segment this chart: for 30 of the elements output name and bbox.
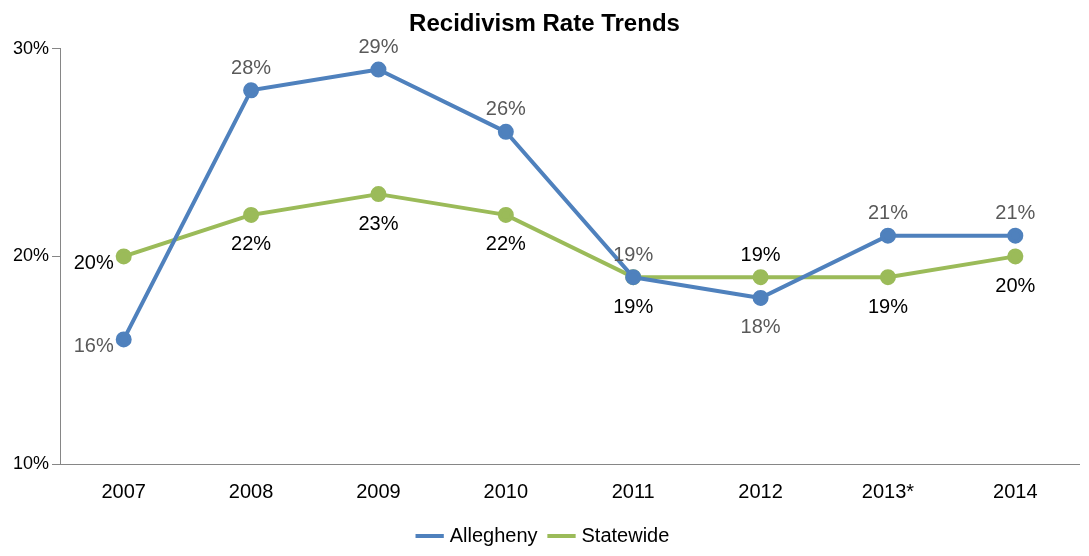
x-tick-label: 2014 <box>993 479 1038 502</box>
legend-label: Allegheny <box>449 523 538 546</box>
x-tick-label: 2007 <box>101 479 146 502</box>
x-tick-label: 2008 <box>228 479 274 502</box>
data-label: 21% <box>995 201 1036 224</box>
data-label: 28% <box>231 55 272 78</box>
data-label: 26% <box>485 97 527 120</box>
x-tick-label: 2011 <box>611 479 655 502</box>
data-label: 19% <box>613 242 654 265</box>
chart-title: Recidivism Rate Trends <box>409 9 680 37</box>
y-tick-label: 20% <box>13 245 50 266</box>
data-label: 21% <box>867 201 909 224</box>
data-label: 18% <box>740 315 781 338</box>
data-label: 20% <box>73 250 114 273</box>
data-label: 19% <box>613 294 654 317</box>
y-tick-label: 30% <box>13 37 50 58</box>
data-label: 29% <box>358 35 399 58</box>
x-tick-label: 2009 <box>356 479 401 502</box>
data-label: 19% <box>740 242 781 265</box>
legend-label: Statewide <box>581 523 670 546</box>
y-tick-label: 10% <box>13 452 50 473</box>
x-tick-label: 2013* <box>861 479 915 502</box>
data-label: 20% <box>995 273 1036 296</box>
x-tick-label: 2010 <box>483 479 529 502</box>
data-label: 23% <box>358 211 399 234</box>
data-label: 22% <box>231 232 272 255</box>
x-tick-label: 2012 <box>738 479 783 502</box>
data-label: 19% <box>867 294 909 317</box>
data-label: 22% <box>485 232 527 255</box>
data-label: 16% <box>73 333 114 356</box>
